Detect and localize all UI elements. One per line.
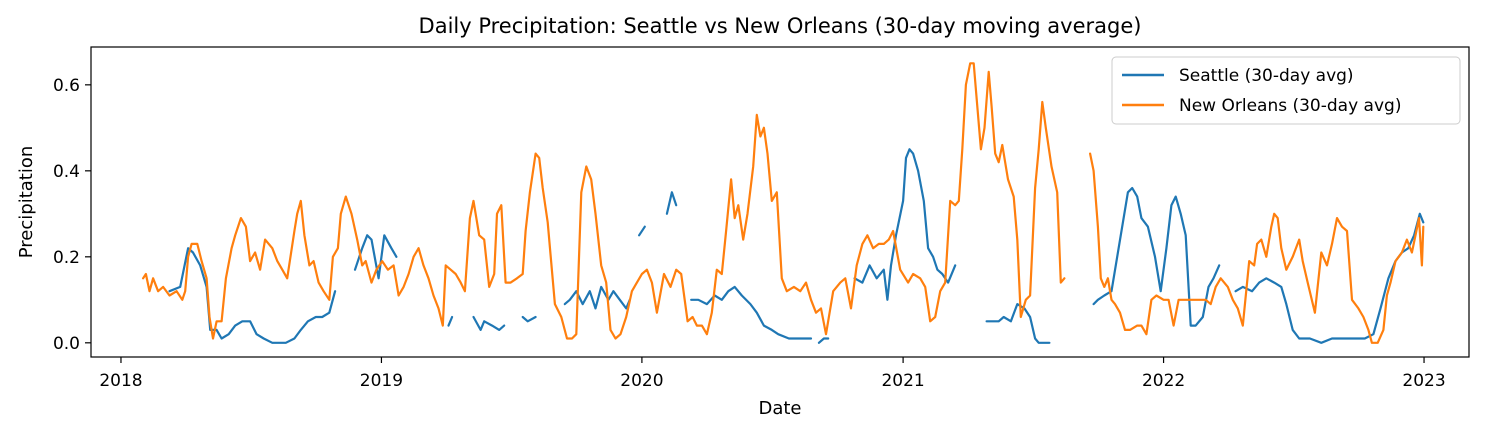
plot-frame — [90, 46, 1470, 358]
series-line-seattle — [447, 315, 454, 327]
series-line-seattle — [563, 285, 631, 310]
x-tick-label: 2023 — [1402, 371, 1445, 391]
series-new-orleans — [142, 62, 1425, 344]
series-layer — [142, 62, 1425, 344]
x-tick-label: 2021 — [881, 371, 924, 391]
legend-box — [1111, 56, 1461, 125]
y-tick-label: 0.0 — [53, 334, 80, 354]
series-line-new-orleans — [1089, 152, 1425, 344]
x-tick-label: 2022 — [1142, 371, 1185, 391]
legend-label-seattle: Seattle (30-day avg) — [1179, 66, 1354, 86]
series-line-new-orleans — [142, 62, 1066, 340]
series-line-seattle — [472, 315, 506, 331]
chart-title: Daily Precipitation: Seattle vs New Orle… — [419, 14, 1142, 38]
y-tick-label: 0.2 — [53, 248, 80, 268]
y-tick-label: 0.4 — [53, 162, 80, 182]
y-axis-label: Precipitation — [16, 146, 37, 259]
legend: Seattle (30-day avg) New Orleans (30-day… — [1111, 56, 1461, 125]
series-seattle — [168, 148, 1425, 344]
y-axis: 0.0 0.2 0.4 0.6 — [53, 76, 91, 354]
series-line-seattle — [353, 234, 398, 280]
series-line-seattle — [1092, 186, 1221, 327]
series-line-seattle — [817, 337, 830, 344]
legend-label-new-orleans: New Orleans (30-day avg) — [1179, 96, 1401, 116]
x-axis: 2018 2019 2020 2021 2022 2023 — [99, 357, 1446, 391]
x-axis-label: Date — [758, 398, 801, 419]
series-line-seattle — [853, 148, 957, 301]
series-line-seattle — [638, 225, 646, 237]
y-tick-label: 0.6 — [53, 76, 80, 96]
x-tick-label: 2019 — [360, 371, 403, 391]
plot-area — [90, 46, 1470, 358]
x-tick-label: 2020 — [620, 371, 663, 391]
x-tick-label: 2018 — [99, 371, 142, 391]
series-line-seattle — [665, 191, 678, 215]
series-line-seattle — [985, 303, 1051, 344]
series-line-seattle — [168, 247, 337, 344]
series-line-seattle — [690, 285, 813, 340]
series-line-seattle — [521, 315, 537, 323]
